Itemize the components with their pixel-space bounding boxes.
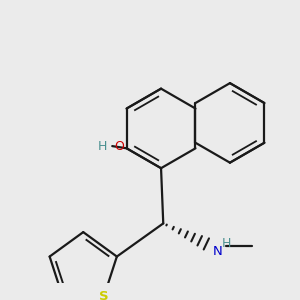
Text: N: N (213, 244, 223, 257)
Text: S: S (99, 290, 109, 300)
Text: O: O (115, 140, 124, 153)
Text: H: H (97, 140, 107, 153)
Text: H: H (222, 237, 231, 250)
